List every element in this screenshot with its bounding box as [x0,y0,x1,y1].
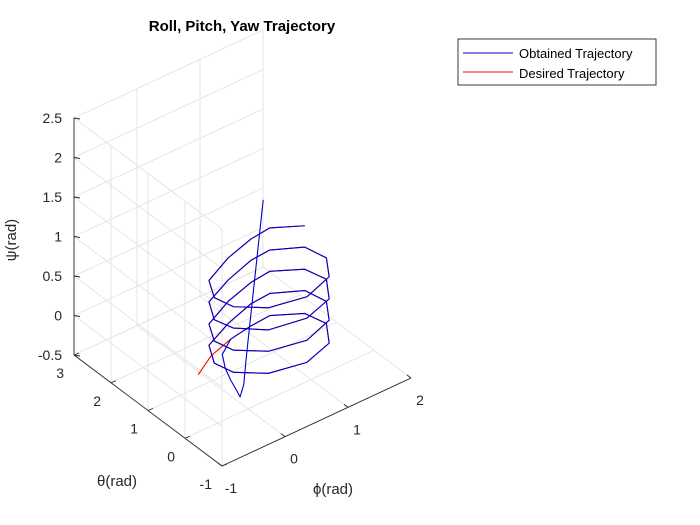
y-tick-label: 1 [130,421,138,437]
x-tick [217,462,223,467]
y-tick-label: 0 [167,448,175,464]
x-tick-label: 1 [353,421,361,437]
z-tick-label: 0.5 [43,268,63,284]
z-tick [73,157,81,159]
chart-title: Roll, Pitch, Yaw Trajectory [149,18,336,35]
y-tick [147,408,154,411]
x-axis-label: ϕ(rad) [313,481,353,498]
z-tick-label: 2 [54,150,62,166]
x-tick [406,374,412,379]
z-tick-label: 0 [54,308,62,324]
x-tick-label: -1 [225,480,238,496]
grid-line-wall-xz [73,187,264,277]
z-tick-label: 2.5 [43,110,63,126]
grid-layer [73,29,412,467]
x-axis-line [221,377,412,467]
z-tick-label: 1 [54,229,62,245]
z-axis-label: ψ(rad) [3,219,20,261]
tick-labels: -1 0 1 2 -1 0 1 2 3 -0.5 0 0.5 1 1.5 2 2.5 [38,110,424,496]
legend-label-obtained: Obtained Trajectory [519,46,633,61]
z-tick-label: 1.5 [43,189,63,205]
grid-line-wall-xz [73,29,264,119]
x-tick-label: 2 [416,392,424,408]
grid-line-floor-y [184,349,375,439]
grid-line-wall-yz [73,315,223,427]
y-tick [221,463,228,467]
grid-line-wall-yz [73,196,223,309]
z-tick [73,275,81,278]
grid-line-wall-xz [73,266,264,356]
series-layer [197,199,330,398]
grid-line-wall-xz [73,108,264,198]
z-tick [73,354,81,357]
y-tick-label: -1 [200,476,213,492]
grid-line-wall-yz [73,157,223,269]
y-tick [110,380,117,384]
y-axis-label: θ(rad) [97,473,137,490]
grid-line-floor-y [110,294,301,384]
z-tick [73,117,81,120]
grid-line-wall-yz [73,236,223,348]
legend-label-desired: Desired Trajectory [519,66,625,81]
y-tick-label: 2 [93,393,101,409]
axes-layer [73,117,412,467]
grid-line-floor-y [147,322,338,411]
grid-line-wall-xz [73,227,264,316]
z-tick [73,236,81,238]
series-line-obtained [208,199,330,398]
z-tick [73,315,81,317]
grid-line-wall-yz [73,275,223,388]
x-tick [280,433,286,438]
legend: Obtained Trajectory Desired Trajectory [457,38,657,86]
grid-line-wall-yz [73,117,223,230]
y-tick [184,435,191,439]
legend-box [457,38,657,86]
x-tick [343,403,349,408]
grid-line-wall-xz [73,69,264,158]
z-tick-label: -0.5 [38,347,62,363]
grid-line-wall-xz [73,148,264,237]
y-tick-label: 3 [56,365,64,381]
z-tick [73,196,81,199]
y-tick [73,352,80,356]
x-tick-label: 0 [290,451,298,467]
